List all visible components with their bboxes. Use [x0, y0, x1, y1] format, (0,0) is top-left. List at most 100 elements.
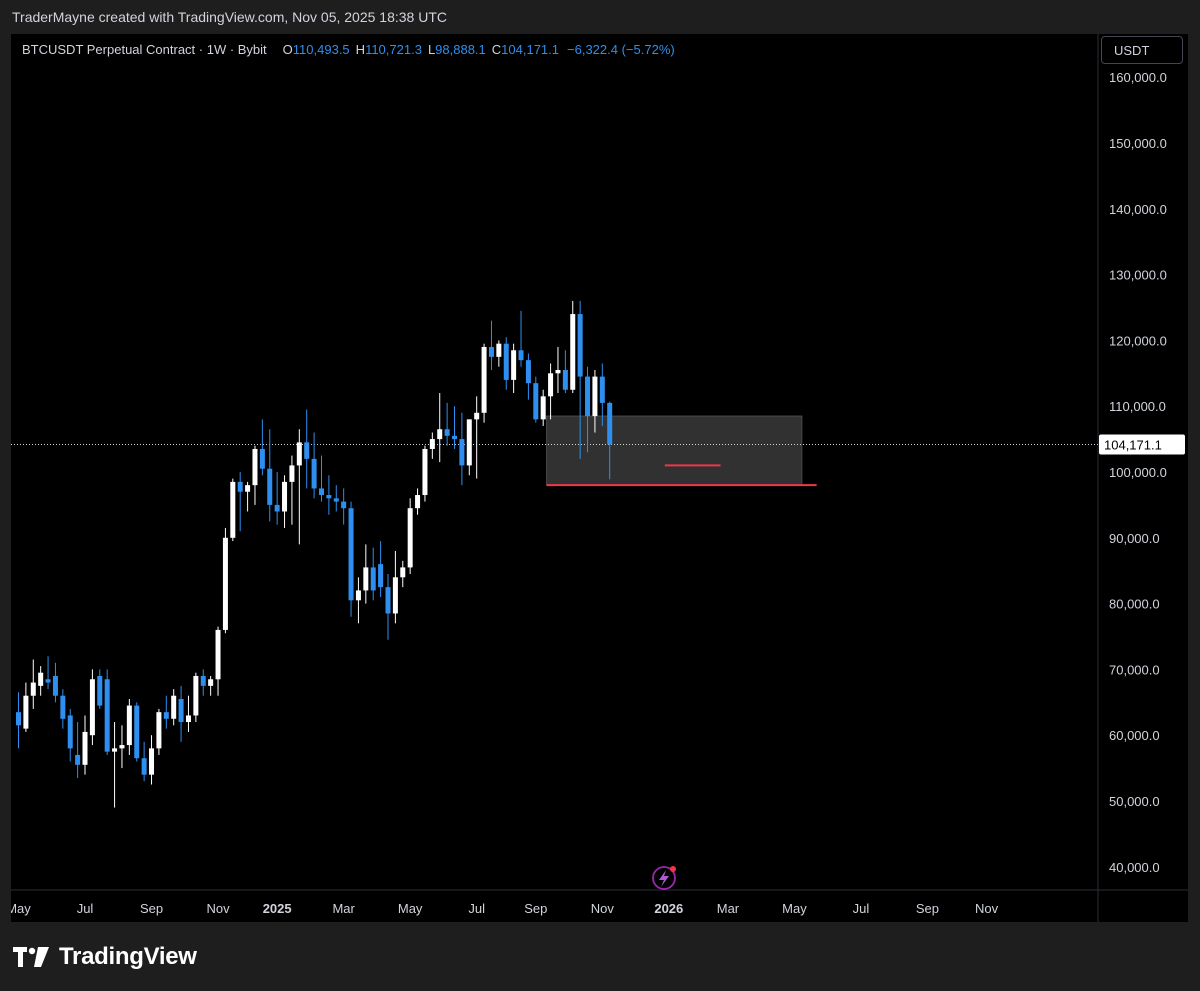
candle-up[interactable]	[193, 675, 199, 716]
candle-down[interactable]	[444, 429, 450, 436]
x-tick-label: Jul	[77, 901, 94, 916]
candle-down[interactable]	[274, 504, 280, 512]
lightning-icon[interactable]	[652, 866, 676, 890]
candle-up[interactable]	[89, 679, 95, 736]
candle-down[interactable]	[318, 488, 324, 496]
candle-down[interactable]	[459, 439, 465, 466]
candle-down[interactable]	[341, 501, 347, 509]
candle-down[interactable]	[141, 758, 147, 775]
candle-down[interactable]	[104, 679, 110, 752]
candle-up[interactable]	[474, 412, 480, 420]
candle-up[interactable]	[112, 748, 118, 752]
candle-down[interactable]	[488, 346, 494, 357]
candle-up[interactable]	[82, 731, 88, 765]
candle-down[interactable]	[267, 468, 273, 505]
candle-up[interactable]	[511, 350, 517, 380]
candle-up[interactable]	[363, 567, 369, 591]
candle-down[interactable]	[163, 712, 169, 719]
candle-down[interactable]	[599, 376, 605, 403]
y-tick-label: 60,000.0	[1109, 728, 1160, 743]
candle-up[interactable]	[400, 567, 406, 578]
candle-up[interactable]	[119, 745, 125, 749]
candle-down[interactable]	[370, 567, 376, 591]
tradingview-logo-icon[interactable]	[13, 946, 49, 967]
candle-up[interactable]	[149, 748, 155, 775]
candle-up[interactable]	[437, 429, 443, 440]
candle-up[interactable]	[496, 343, 502, 357]
candle-up[interactable]	[592, 376, 598, 417]
x-tick-label: Nov	[975, 901, 999, 916]
candle-up[interactable]	[466, 419, 472, 466]
candle-up[interactable]	[156, 712, 162, 749]
candle-down[interactable]	[67, 715, 73, 749]
candle-down[interactable]	[333, 498, 339, 502]
candle-up[interactable]	[548, 373, 554, 397]
candle-down[interactable]	[311, 458, 317, 489]
candle-up[interactable]	[296, 442, 302, 466]
candle-up[interactable]	[30, 682, 36, 696]
candle-down[interactable]	[16, 712, 21, 726]
candle-down[interactable]	[378, 564, 384, 588]
candle-down[interactable]	[237, 481, 243, 492]
candle-down[interactable]	[533, 383, 539, 420]
candle-down[interactable]	[518, 350, 524, 361]
y-tick-label: 130,000.0	[1109, 268, 1167, 283]
candle-up[interactable]	[570, 314, 576, 390]
candle-up[interactable]	[185, 715, 191, 723]
candle-down[interactable]	[60, 695, 66, 719]
candle-down[interactable]	[326, 495, 332, 499]
candle-down[interactable]	[577, 314, 583, 377]
candle-down[interactable]	[348, 508, 354, 601]
candle-up[interactable]	[355, 590, 361, 601]
candle-down[interactable]	[452, 435, 458, 440]
candle-up[interactable]	[38, 672, 44, 686]
candle-down[interactable]	[585, 376, 591, 417]
candle-up[interactable]	[215, 629, 221, 680]
y-tick-label: 160,000.0	[1109, 70, 1167, 85]
candle-up[interactable]	[252, 448, 258, 486]
candle-down[interactable]	[75, 754, 81, 765]
demand-zone-rectangle[interactable]	[546, 415, 803, 486]
candle-up[interactable]	[407, 508, 413, 568]
candle-down[interactable]	[200, 675, 206, 686]
lightning-bolt-icon	[659, 870, 669, 887]
candle-up[interactable]	[171, 695, 177, 719]
candle-up[interactable]	[481, 346, 487, 413]
candle-down[interactable]	[607, 402, 613, 445]
notification-dot-icon	[670, 866, 676, 872]
candle-down[interactable]	[503, 343, 509, 380]
candle-down[interactable]	[259, 448, 265, 469]
chart-credit: TraderMayne created with TradingView.com…	[12, 9, 447, 25]
candle-up[interactable]	[422, 448, 428, 496]
candle-down[interactable]	[562, 370, 568, 390]
plot-area[interactable]	[11, 300, 1098, 808]
candle-up[interactable]	[23, 695, 29, 729]
candle-up[interactable]	[282, 481, 288, 512]
candle-up[interactable]	[245, 485, 251, 492]
candle-down[interactable]	[525, 360, 531, 384]
candlestick-chart[interactable]: 40,000.0 50,000.0 60,000.0 70,000.0 80,000.0…	[0, 0, 1200, 922]
candle-down[interactable]	[178, 699, 184, 723]
candle-down[interactable]	[45, 679, 51, 683]
candle-down[interactable]	[52, 675, 58, 696]
candle-up[interactable]	[415, 495, 421, 509]
candle-down[interactable]	[304, 442, 310, 459]
candle-down[interactable]	[385, 587, 391, 614]
x-tick-label: Jul	[853, 901, 870, 916]
candle-down[interactable]	[97, 675, 103, 706]
candle-up[interactable]	[540, 396, 546, 420]
candle-up[interactable]	[392, 577, 398, 614]
candle-up[interactable]	[230, 481, 236, 538]
candle-up[interactable]	[429, 439, 435, 449]
candle-up[interactable]	[555, 370, 561, 374]
currency-button[interactable]: USDT	[1101, 36, 1183, 64]
candle-up[interactable]	[289, 465, 295, 482]
symbol-title[interactable]: BTCUSDT Perpetual Contract · 1W · Bybit	[22, 41, 267, 57]
x-tick-label: Mar	[717, 901, 740, 916]
candle-up[interactable]	[126, 705, 132, 746]
x-tick-label: Jul	[468, 901, 485, 916]
ohlc-legend: BTCUSDT Perpetual Contract · 1W · Bybit …	[22, 40, 675, 58]
candle-down[interactable]	[134, 705, 140, 759]
candle-up[interactable]	[222, 537, 228, 630]
candle-up[interactable]	[208, 679, 214, 686]
